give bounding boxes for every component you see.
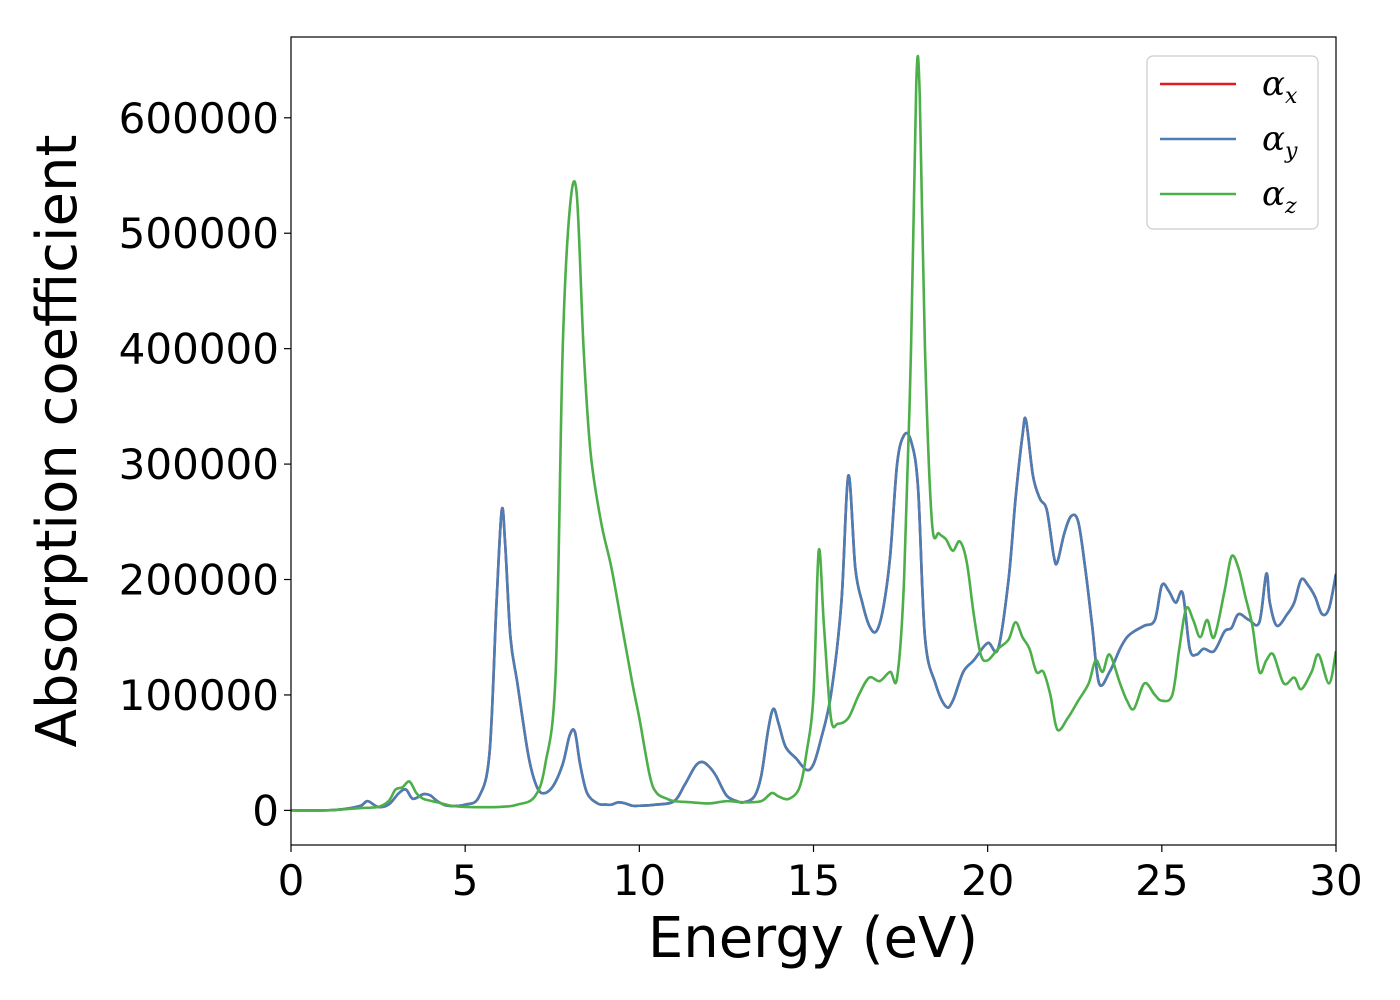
y-tick-label: 100000 bbox=[119, 671, 279, 720]
legend-label-subscript: x bbox=[1285, 84, 1298, 109]
x-tick-label: 5 bbox=[452, 856, 479, 905]
y-tick-label: 600000 bbox=[119, 94, 279, 143]
legend-label-subscript: y bbox=[1284, 139, 1298, 164]
legend-label-base: α bbox=[1262, 119, 1285, 159]
x-tick-label: 25 bbox=[1135, 856, 1188, 905]
x-tick-label: 20 bbox=[961, 856, 1014, 905]
y-tick-label: 0 bbox=[252, 786, 279, 835]
series-line-z bbox=[291, 54, 1336, 812]
y-axis: 0 100000 200000 300000 400000 500000 600000 bbox=[119, 94, 291, 835]
legend-label-base: α bbox=[1262, 64, 1285, 104]
series-layer bbox=[291, 54, 1336, 812]
legend-label-x: αx bbox=[1262, 64, 1298, 109]
legend-box bbox=[1146, 55, 1319, 230]
y-tick-label: 500000 bbox=[119, 209, 279, 258]
legend-label-subscript: z bbox=[1284, 194, 1297, 219]
x-axis-label: Energy (eV) bbox=[648, 906, 978, 971]
x-tick-label: 15 bbox=[787, 856, 840, 905]
legend-label-z: αz bbox=[1262, 174, 1297, 219]
x-axis: 0 5 10 15 20 25 30 bbox=[278, 845, 1363, 905]
y-axis-label: Absorption coefficient bbox=[25, 135, 90, 748]
x-tick-label: 30 bbox=[1309, 856, 1362, 905]
series-line-y bbox=[291, 416, 1336, 812]
y-tick-label: 200000 bbox=[119, 556, 279, 605]
x-tick-label: 0 bbox=[278, 856, 305, 905]
x-tick-label: 10 bbox=[613, 856, 666, 905]
legend-label-y: αy bbox=[1262, 119, 1298, 164]
y-tick-label: 300000 bbox=[119, 440, 279, 489]
legend-label-base: α bbox=[1262, 174, 1285, 214]
y-tick-label: 400000 bbox=[119, 325, 279, 374]
